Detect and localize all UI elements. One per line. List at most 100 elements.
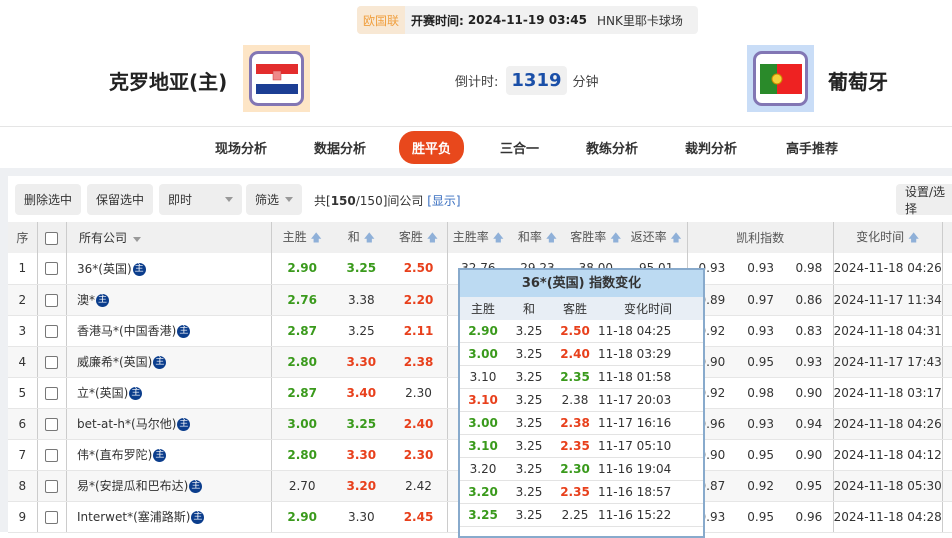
tab-onsite[interactable]: 现场分析 bbox=[215, 142, 268, 157]
company-name[interactable]: 澳* 主 bbox=[66, 284, 272, 316]
popup-away: 2.38 bbox=[560, 416, 590, 430]
popup-draw: 3.25 bbox=[515, 324, 543, 338]
odds-home[interactable]: 2.90 bbox=[270, 501, 333, 533]
company-name[interactable]: bet-at-h*(马尔他) 主 bbox=[66, 408, 272, 440]
odds-draw[interactable]: 3.38 bbox=[332, 284, 391, 316]
popup-away: 2.40 bbox=[560, 347, 590, 361]
odds-away[interactable]: 2.42 bbox=[390, 470, 448, 502]
company-name[interactable]: 易*(安提瓜和巴布达) 主 bbox=[66, 470, 272, 502]
odds-draw[interactable]: 3.25 bbox=[332, 408, 391, 440]
col-time[interactable]: 变化时间 🡅 bbox=[832, 222, 943, 253]
col-away[interactable]: 客胜 🡅 bbox=[390, 222, 448, 253]
company-name[interactable]: 威廉希*(英国) 主 bbox=[66, 346, 272, 378]
kelly-away: 0.83 bbox=[785, 315, 834, 347]
sort-up-icon: 🡅 bbox=[545, 230, 558, 244]
col-return[interactable]: 返还率 🡅 bbox=[625, 222, 688, 253]
odds-draw[interactable]: 3.40 bbox=[332, 377, 391, 409]
tab-data[interactable]: 数据分析 bbox=[314, 142, 367, 157]
popup-time: 11-17 05:10 bbox=[598, 439, 672, 453]
keep-selected-button[interactable]: 保留选中 bbox=[87, 184, 154, 215]
tab-1x2[interactable]: 胜平负 bbox=[399, 131, 465, 164]
col-home-rate[interactable]: 主胜率 🡅 bbox=[446, 222, 509, 253]
row-checkbox[interactable] bbox=[36, 377, 67, 409]
company-name[interactable]: 36*(英国) 主 bbox=[66, 253, 272, 285]
odds-draw[interactable]: 3.25 bbox=[332, 253, 391, 285]
company-name[interactable]: 香港马*(中国香港) 主 bbox=[66, 315, 272, 347]
company-name[interactable]: 伟*(直布罗陀) 主 bbox=[66, 439, 272, 471]
odds-home[interactable]: 3.00 bbox=[270, 408, 333, 440]
delete-selected-button[interactable]: 删除选中 bbox=[15, 184, 82, 215]
odds-draw[interactable]: 3.25 bbox=[332, 315, 391, 347]
select-all-checkbox[interactable] bbox=[36, 222, 67, 253]
row-checkbox[interactable] bbox=[36, 470, 67, 502]
row-checkbox[interactable] bbox=[36, 439, 67, 471]
row-checkbox[interactable] bbox=[36, 284, 67, 316]
row-checkbox[interactable] bbox=[36, 501, 67, 533]
col-draw[interactable]: 和 🡅 bbox=[332, 222, 391, 253]
odds-home[interactable]: 2.87 bbox=[270, 315, 333, 347]
popup-home: 3.10 bbox=[469, 370, 497, 384]
mode-select[interactable]: 即时 bbox=[159, 184, 242, 215]
col-company[interactable]: 所有公司 bbox=[66, 222, 272, 253]
popup-home: 3.20 bbox=[468, 485, 498, 499]
popup-draw: 3.25 bbox=[515, 393, 543, 407]
odds-home[interactable]: 2.80 bbox=[270, 439, 333, 471]
col-home[interactable]: 主胜 🡅 bbox=[270, 222, 333, 253]
portugal-flag-icon bbox=[759, 63, 802, 94]
countdown-unit: 分钟 bbox=[572, 75, 599, 90]
popup-away: 2.35 bbox=[560, 439, 590, 453]
odds-home[interactable]: 2.87 bbox=[270, 377, 333, 409]
popup-time: 11-18 01:58 bbox=[598, 370, 672, 384]
row-checkbox[interactable] bbox=[36, 346, 67, 378]
filter-button[interactable]: 筛选 bbox=[246, 184, 303, 215]
home-team-name[interactable]: 克罗地亚(主) bbox=[109, 70, 228, 94]
popup-home: 2.90 bbox=[468, 324, 498, 338]
company-name[interactable]: 立*(英国) 主 bbox=[66, 377, 272, 409]
odds-away[interactable]: 2.11 bbox=[390, 315, 448, 347]
col-draw-rate[interactable]: 和率 🡅 bbox=[508, 222, 567, 253]
main-badge-icon: 主 bbox=[153, 356, 167, 369]
tab-three-in-one[interactable]: 三合一 bbox=[500, 142, 540, 157]
company-name[interactable]: Interwet*(塞浦路斯) 主 bbox=[66, 501, 272, 533]
odds-home[interactable]: 2.76 bbox=[270, 284, 333, 316]
odds-draw[interactable]: 3.30 bbox=[332, 346, 391, 378]
odds-draw[interactable]: 3.30 bbox=[332, 439, 391, 471]
countdown-label: 倒计时: bbox=[455, 75, 499, 90]
away-team-logo[interactable] bbox=[747, 45, 814, 112]
row-checkbox[interactable] bbox=[36, 408, 67, 440]
home-team-logo[interactable] bbox=[243, 45, 310, 112]
sort-up-icon: 🡅 bbox=[310, 230, 322, 244]
popup-away: 2.30 bbox=[560, 462, 590, 476]
row-checkbox[interactable] bbox=[36, 253, 67, 285]
tab-coach[interactable]: 教练分析 bbox=[586, 142, 639, 157]
show-link[interactable]: [显示] bbox=[427, 194, 461, 208]
odds-home[interactable]: 2.80 bbox=[270, 346, 333, 378]
odds-away[interactable]: 2.40 bbox=[390, 408, 448, 440]
row-seq: 1 bbox=[8, 253, 38, 285]
col-away-rate[interactable]: 客胜率 🡅 bbox=[566, 222, 626, 253]
odds-away[interactable]: 2.20 bbox=[390, 284, 448, 316]
popup-draw: 3.25 bbox=[515, 508, 543, 522]
odds-draw[interactable]: 3.30 bbox=[332, 501, 391, 533]
odds-away[interactable]: 2.38 bbox=[390, 346, 448, 378]
row-checkbox[interactable] bbox=[36, 315, 67, 347]
settings-button[interactable]: 设置/选择 bbox=[896, 184, 952, 216]
sort-up-icon: 🡅 bbox=[492, 230, 504, 244]
row-seq: 9 bbox=[8, 501, 38, 533]
tab-experts[interactable]: 高手推荐 bbox=[786, 142, 839, 157]
tab-referee[interactable]: 裁判分析 bbox=[685, 142, 738, 157]
sort-up-icon: 🡅 bbox=[426, 230, 439, 244]
odds-home[interactable]: 2.90 bbox=[270, 253, 333, 285]
odds-away[interactable]: 2.45 bbox=[390, 501, 448, 533]
away-team-name[interactable]: 葡萄牙 bbox=[828, 70, 888, 94]
popup-home: 3.10 bbox=[468, 439, 498, 453]
odds-draw[interactable]: 3.20 bbox=[332, 470, 391, 502]
odds-away[interactable]: 2.30 bbox=[390, 377, 448, 409]
league-badge[interactable]: 欧国联 bbox=[357, 6, 406, 34]
sort-up-icon: 🡅 bbox=[610, 230, 622, 244]
odds-away[interactable]: 2.30 bbox=[390, 439, 448, 471]
popup-home: 3.20 bbox=[469, 462, 497, 476]
odds-away[interactable]: 2.50 bbox=[390, 253, 448, 285]
odds-home[interactable]: 2.70 bbox=[270, 470, 333, 502]
main-badge-icon: 主 bbox=[177, 418, 191, 431]
